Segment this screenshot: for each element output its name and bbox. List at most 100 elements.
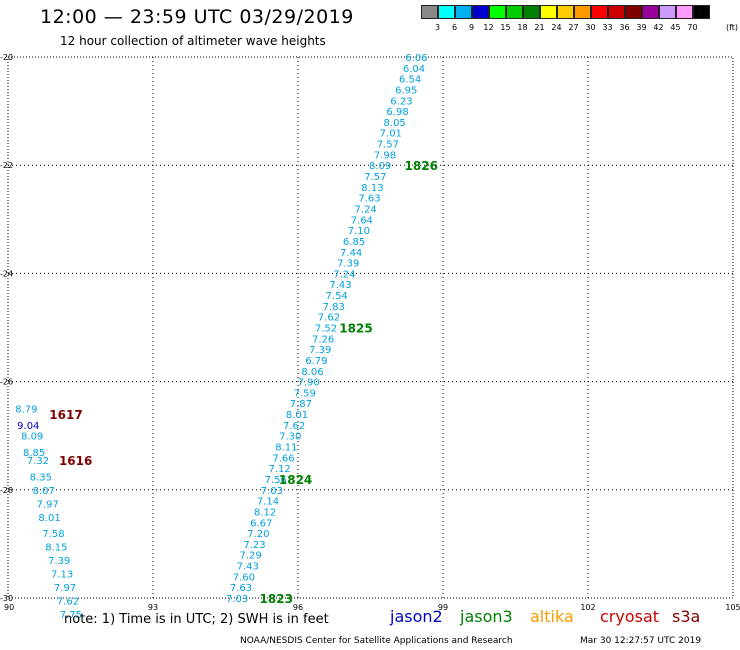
legend-jason2: jason2 [390,607,443,626]
wave-height-value: 8.11 [275,443,297,454]
wave-height-value: 6.95 [395,85,417,96]
wave-height-value: 8.01 [38,513,60,524]
wave-height-value: 6.67 [250,518,272,529]
scale-label: 18 [517,23,528,32]
wave-height-value: 8.07 [33,486,55,497]
wave-height-value: 6.23 [390,96,412,107]
wave-height-value: 7.97 [54,583,76,594]
scale-swatch [438,5,455,19]
scale-label: 27 [568,23,579,32]
pass-time-label: 1823 [260,592,293,606]
wave-height-value: 7.56 [265,475,287,486]
scale-swatch [523,5,540,19]
wave-height-value: 7.20 [247,529,269,540]
scale-swatch [659,5,676,19]
wave-height-value: 7.39 [48,556,70,567]
wave-height-value: 7.64 [351,215,373,226]
scale-swatch [540,5,557,19]
wave-height-value: 7.87 [290,399,312,410]
wave-height-value: 7.57 [377,140,399,151]
wave-height-value: 7.52 [315,324,337,335]
wave-height-value: 8.01 [286,410,308,421]
pass-time-label: 1616 [59,454,92,468]
wave-height-value: 7.14 [257,497,279,508]
wave-height-value: 8.09 [369,161,391,172]
wave-height-value: 7.23 [243,540,265,551]
wave-height-value: 7.39 [309,345,331,356]
wave-height-value: 8.85 [23,448,45,459]
scale-label: 36 [619,23,630,32]
wave-height-value: 7.90 [298,378,320,389]
scale-swatch [455,5,472,19]
generated-timestamp: Mar 30 12:27:57 UTC 2019 [580,636,702,646]
lon-tick-label: 105 [725,603,740,612]
scale-swatch [421,5,438,19]
wave-height-value: 7.75 [60,610,82,621]
wave-height-value: 7.62 [283,421,305,432]
wave-height-value: 7.66 [272,453,294,464]
wave-height-value: 8.13 [361,183,383,194]
wave-height-value: 6.54 [399,75,421,86]
scale-label: 30 [585,23,596,32]
pass-time-label: 1826 [405,159,438,173]
scale-label: 70 [687,23,698,32]
scale-swatch [693,5,710,19]
scale-label: 6 [451,23,458,32]
pass-time-label: 1825 [339,322,372,336]
wave-height-value: 7.32 [27,456,49,467]
lat-tick-label: -28 [0,486,13,495]
scale-label: 3 [434,23,441,32]
wave-height-value: 7.13 [51,570,73,581]
lon-tick-label: 99 [438,603,448,612]
scale-swatch [506,5,523,19]
lat-tick-label: -20 [0,53,13,62]
wave-height-value: 8.35 [30,472,52,483]
scale-swatch [676,5,693,19]
wave-height-value: 7.59 [294,388,316,399]
legend-jason3: jason3 [460,607,513,626]
pass-time-label: 1824 [279,473,312,487]
wave-height-value: 6.98 [386,107,408,118]
wave-height-value: 8.12 [254,507,276,518]
pass-time-label: 1617 [49,408,82,422]
legend-altika: altika [530,607,574,626]
page-title: 12:00 — 23:59 UTC 03/29/2019 [40,6,354,28]
wave-height-value: 7.63 [358,194,380,205]
wave-height-value: 7.03 [261,486,283,497]
scale-swatch [574,5,591,19]
wave-height-value: 7.30 [279,432,301,443]
wave-height-value: 8.79 [15,405,37,416]
scale-swatch [557,5,574,19]
wave-height-value: 7.58 [42,529,64,540]
scale-swatch [608,5,625,19]
wave-height-value: 7.44 [340,248,362,259]
scale-label: 33 [602,23,613,32]
scale-swatch [625,5,642,19]
wave-height-value: 6.85 [343,237,365,248]
wave-height-value: 8.06 [301,367,323,378]
lat-tick-label: -26 [0,378,13,387]
legend-s3a: s3a [672,607,701,626]
wave-height-value: 6.04 [403,64,425,75]
lat-tick-label: -30 [0,594,13,603]
wave-height-value: 7.97 [37,499,59,510]
wave-height-value: 9.04 [17,421,39,432]
wave-height-value: 7.26 [312,334,334,345]
wave-height-value: 7.12 [269,464,291,475]
lat-tick-label: -22 [0,161,13,170]
wave-height-value: 7.03 [226,594,248,605]
scale-unit-label: (ft) [726,23,739,32]
wave-height-value: 6.79 [305,356,327,367]
scale-swatch [591,5,608,19]
lon-tick-label: 93 [148,603,158,612]
credit-text: NOAA/NESDIS Center for Satellite Applica… [240,636,513,646]
wave-height-value: 6.06 [405,53,427,64]
scale-label: 9 [468,23,475,32]
wave-height-value: 7.24 [355,204,377,215]
lon-tick-label: 102 [580,603,595,612]
wave-height-value: 8.05 [384,118,406,129]
wave-height-value: 7.39 [337,259,359,270]
wave-height-value: 7.01 [380,129,402,140]
wave-height-value: 7.54 [326,291,348,302]
